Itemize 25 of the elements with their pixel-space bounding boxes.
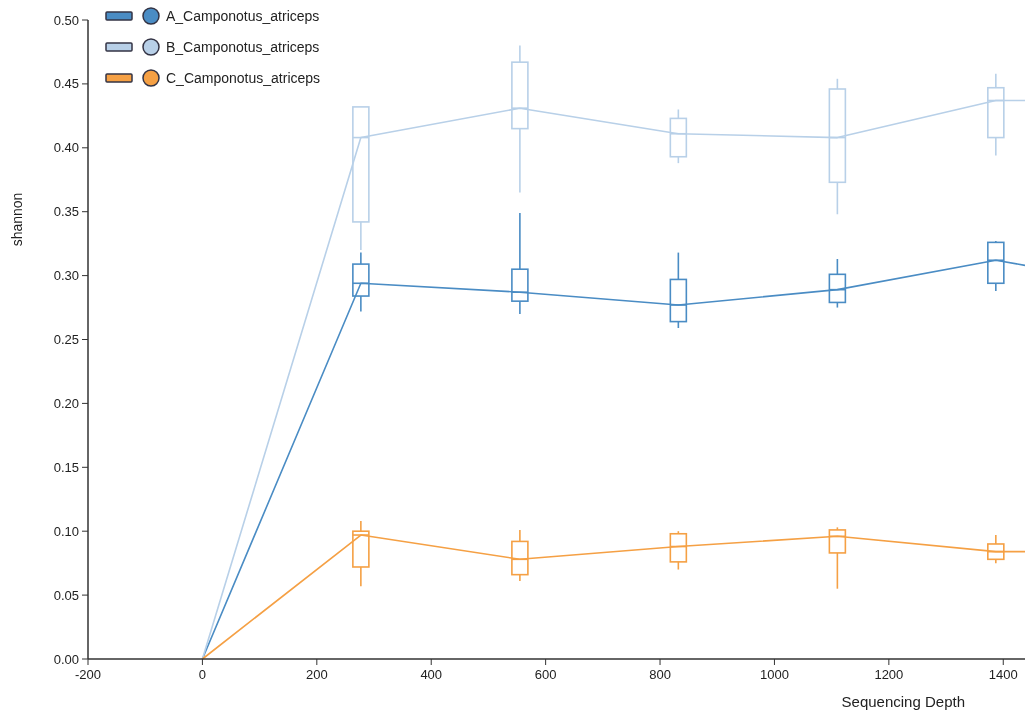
y-tick-label: 0.35 (53, 204, 79, 220)
y-tick-label: 0.45 (53, 76, 79, 92)
y-tick-label: 0.00 (53, 651, 79, 667)
y-tick-label: 0.25 (53, 332, 79, 348)
legend-label: A_Camponotus_atriceps (166, 7, 320, 24)
x-tick-label: 400 (420, 667, 443, 682)
x-tick-label: 1000 (759, 667, 789, 682)
x-tick-label: 600 (534, 667, 557, 682)
y-tick-label: 0.05 (53, 587, 79, 603)
y-tick-label: 0.20 (53, 395, 79, 411)
x-tick-label: 0 (198, 667, 207, 682)
x-tick-label: 1200 (874, 667, 904, 682)
x-axis-title: Sequencing Depth (841, 693, 965, 710)
x-tick-label: 200 (305, 667, 328, 682)
x-tick-label: 1400 (988, 667, 1018, 682)
legend-label: C_Camponotus_atriceps (166, 69, 321, 86)
y-tick-label: 0.10 (53, 523, 79, 539)
y-tick-label: 0.15 (53, 459, 79, 475)
y-tick-label: 0.30 (53, 268, 79, 284)
y-tick-label: 0.50 (53, 12, 79, 28)
y-tick-label: 0.40 (53, 140, 79, 156)
y-axis-title: shannon (9, 192, 25, 247)
x-tick-label: -200 (74, 667, 102, 682)
legend-label: B_Camponotus_atriceps (166, 38, 320, 55)
x-tick-label: 800 (649, 667, 671, 682)
